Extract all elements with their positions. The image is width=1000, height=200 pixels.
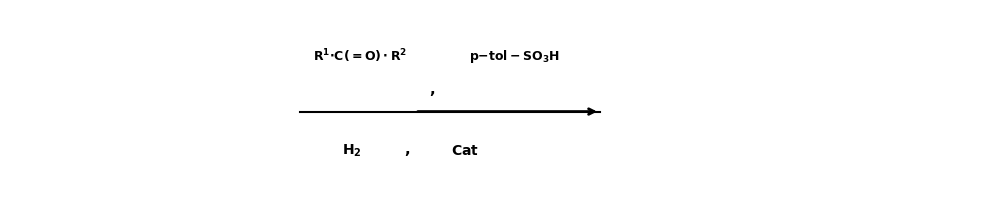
Text: $\mathbf{,}$: $\mathbf{,}$ bbox=[404, 143, 410, 157]
Text: $\mathbf{Cat}$: $\mathbf{Cat}$ bbox=[451, 143, 479, 157]
Text: $\mathbf{p}$$\mathbf{-tol-SO_3H}$: $\mathbf{p}$$\mathbf{-tol-SO_3H}$ bbox=[469, 48, 561, 64]
Text: $\mathbf{,}$: $\mathbf{,}$ bbox=[429, 83, 435, 97]
Text: $\mathbf{H_2}$: $\mathbf{H_2}$ bbox=[342, 142, 362, 158]
Text: $\mathbf{R^1}$$\mathbf{\cdot C(=O) \cdot}$$\mathbf{R^2}$: $\mathbf{R^1}$$\mathbf{\cdot C(=O) \cdot… bbox=[313, 47, 407, 65]
